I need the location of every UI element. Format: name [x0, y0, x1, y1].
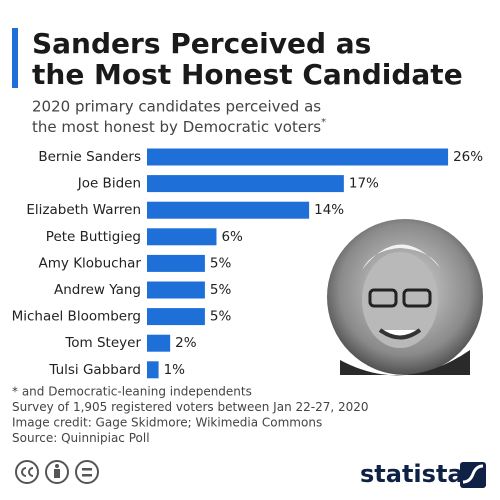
value-label: 5% [210, 282, 232, 298]
chart-title: Sanders Perceived as [32, 27, 371, 60]
category-label: Tom Steyer [64, 335, 141, 351]
bar [147, 281, 205, 299]
value-label: 6% [221, 229, 243, 245]
footnote: * and Democratic-leaning independents [12, 385, 252, 399]
footnote: Source: Quinnipiac Poll [12, 431, 150, 445]
title-accent [12, 28, 18, 88]
chart-title: the Most Honest Candidate [32, 58, 463, 91]
chart-subtitle: 2020 primary candidates perceived as [32, 98, 321, 116]
value-label: 5% [210, 309, 232, 325]
bar [147, 334, 171, 352]
footnote: Survey of 1,905 registered voters betwee… [12, 400, 369, 414]
category-label: Pete Buttigieg [46, 229, 141, 245]
value-label: 26% [453, 149, 483, 165]
subtitle-line: the most honest by Democratic voters [32, 118, 321, 136]
subtitle-marker: * [321, 117, 326, 128]
bar [147, 201, 310, 219]
bar [147, 254, 205, 272]
value-label: 1% [164, 362, 186, 378]
brand-icon [460, 462, 486, 488]
bar [147, 175, 344, 193]
bar [147, 308, 205, 326]
category-label: Tulsi Gabbard [48, 362, 141, 378]
value-label: 17% [349, 176, 379, 192]
category-label: Elizabeth Warren [26, 202, 141, 218]
bar [147, 148, 449, 166]
footnote: Image credit: Gage Skidmore; Wikimedia C… [12, 416, 322, 430]
license-icons [15, 460, 99, 484]
value-label: 2% [175, 335, 197, 351]
value-label: 5% [210, 255, 232, 271]
bar [147, 228, 217, 246]
category-label: Amy Klobuchar [39, 255, 142, 271]
bar [147, 361, 159, 379]
chart-subtitle: the most honest by Democratic voters* [32, 117, 326, 136]
category-label: Joe Biden [77, 176, 141, 192]
brand-logo: statista [360, 460, 464, 488]
category-label: Bernie Sanders [38, 149, 141, 165]
photo [327, 219, 483, 376]
value-label: 14% [314, 202, 344, 218]
category-label: Andrew Yang [54, 282, 141, 298]
category-label: Michael Bloomberg [12, 309, 141, 325]
